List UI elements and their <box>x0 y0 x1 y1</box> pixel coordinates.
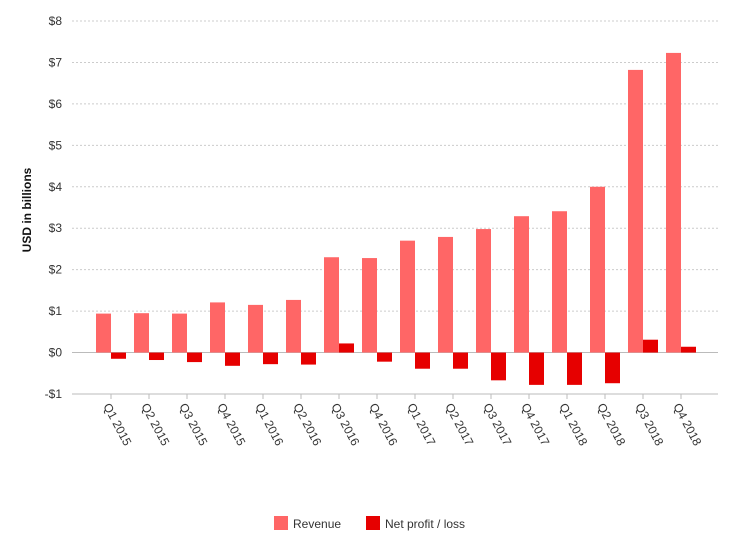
bar-revenue <box>172 313 187 353</box>
legend-swatch-revenue <box>274 516 288 530</box>
x-tick-label: Q4 2016 <box>366 401 400 449</box>
x-tick-label: Q4 2018 <box>670 401 704 449</box>
bar-revenue <box>362 258 377 353</box>
y-tick-label: $8 <box>49 14 63 28</box>
bar-revenue <box>666 52 681 353</box>
x-tick-label: Q3 2016 <box>328 401 362 449</box>
x-tick-label: Q2 2015 <box>138 401 172 449</box>
bar-net-profit <box>149 352 164 361</box>
bar-net-profit <box>263 352 278 365</box>
x-tick-label: Q3 2015 <box>176 401 210 449</box>
y-tick-label: $6 <box>49 97 63 111</box>
bar-revenue <box>286 299 301 353</box>
y-tick-label: -$1 <box>45 387 63 401</box>
legend-label-revenue: Revenue <box>293 517 341 531</box>
bar-net-profit <box>339 343 354 353</box>
grid-lines <box>72 20 718 395</box>
bar-revenue <box>476 229 491 353</box>
x-tick-label: Q2 2018 <box>594 401 628 449</box>
bar-net-profit <box>567 352 582 385</box>
bar-revenue <box>324 257 339 353</box>
bar-net-profit <box>529 352 544 385</box>
bar-revenue <box>400 240 415 353</box>
bar-net-profit <box>377 352 392 362</box>
y-tick-label: $5 <box>49 138 63 152</box>
y-tick-label: $7 <box>49 55 63 69</box>
y-tick-label: $2 <box>49 263 63 277</box>
bar-net-profit <box>681 346 696 353</box>
x-tick-label: Q2 2016 <box>290 401 324 449</box>
bar-net-profit <box>453 352 468 369</box>
bar-revenue <box>248 304 263 353</box>
bar-revenue <box>210 302 225 353</box>
x-tick-label: Q3 2017 <box>480 401 514 449</box>
x-tick-label: Q2 2017 <box>442 401 476 449</box>
x-axis-ticks: Q1 2015 Q2 2015 Q3 2015 Q4 2015 Q1 2016 Q2 20… <box>72 393 718 449</box>
bar-net-profit <box>187 352 202 363</box>
bar-net-profit <box>415 352 430 369</box>
y-axis-title: USD in billions <box>20 167 34 252</box>
bar-revenue <box>514 216 529 353</box>
bar-revenue <box>438 236 453 353</box>
bar-revenue <box>134 313 149 353</box>
x-tick-label: Q4 2015 <box>214 401 248 449</box>
bar-revenue <box>96 313 111 353</box>
legend-label-net-profit: Net profit / loss <box>385 517 465 531</box>
legend-swatch-net-profit <box>366 516 380 530</box>
x-tick-label: Q1 2015 <box>100 401 134 449</box>
x-tick-label: Q1 2016 <box>252 401 286 449</box>
bar-revenue <box>628 69 643 353</box>
bar-revenue <box>552 211 567 353</box>
bars <box>96 52 696 385</box>
x-tick-label: Q1 2018 <box>556 401 590 449</box>
x-tick-label: Q3 2018 <box>632 401 666 449</box>
bar-net-profit <box>491 352 506 381</box>
legend: Revenue Net profit / loss <box>274 516 465 531</box>
y-axis-ticks: -$1 $0 $1 $2 $3 $4 $5 $6 $7 $8 <box>45 14 63 401</box>
y-tick-label: $1 <box>49 304 63 318</box>
y-tick-label: $3 <box>49 221 63 235</box>
y-tick-label: $0 <box>49 346 63 360</box>
bar-net-profit <box>643 339 658 353</box>
x-tick-label: Q4 2017 <box>518 401 552 449</box>
bar-net-profit <box>111 352 126 359</box>
x-tick-label: Q1 2017 <box>404 401 438 449</box>
bar-revenue <box>590 186 605 353</box>
bar-net-profit <box>605 352 620 384</box>
bar-net-profit <box>301 352 316 365</box>
bar-net-profit <box>225 352 240 366</box>
y-tick-label: $4 <box>49 180 63 194</box>
